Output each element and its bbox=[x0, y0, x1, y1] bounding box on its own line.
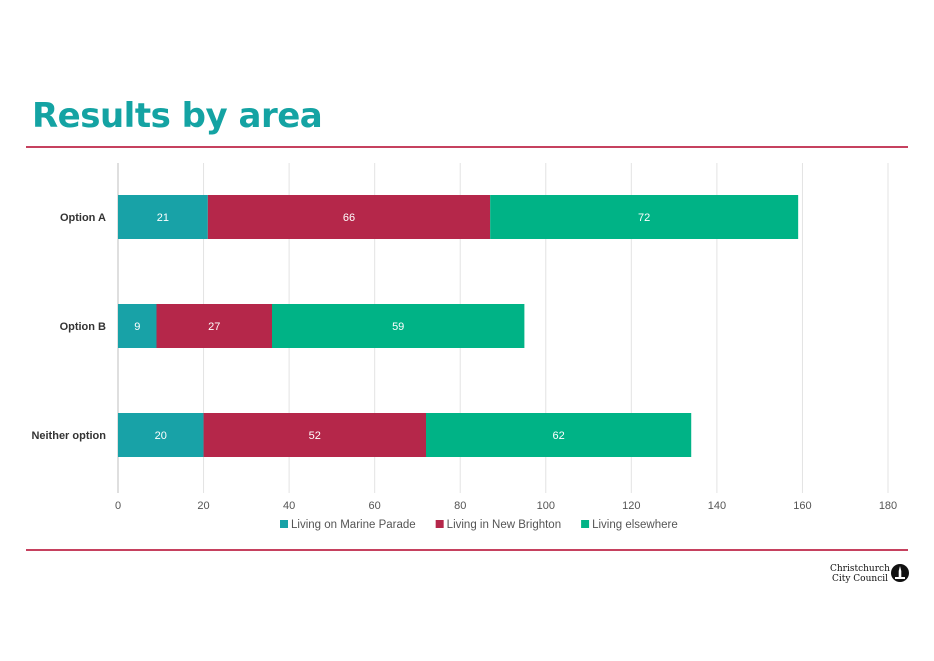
legend-entry: Living elsewhere bbox=[592, 519, 678, 531]
data-label: 9 bbox=[134, 321, 140, 333]
data-label: 21 bbox=[157, 212, 169, 224]
stacked-bar-chart: 0 20 40 60 80 100 120 140 160 180 Option A 21 66 72 Op… bbox=[31, 163, 897, 531]
bar-segment bbox=[490, 195, 799, 239]
x-tick-label: 160 bbox=[793, 500, 811, 512]
page-title: Results by area bbox=[32, 96, 323, 136]
x-tick-label: 20 bbox=[197, 500, 209, 512]
x-tick-label: 180 bbox=[879, 500, 897, 512]
cathedral-icon bbox=[891, 564, 909, 582]
bar-segment bbox=[272, 304, 525, 348]
bar-segment bbox=[118, 413, 204, 457]
legend-entry: Living in New Brighton bbox=[447, 519, 561, 531]
x-tick-label: 60 bbox=[369, 500, 381, 512]
data-label: 20 bbox=[155, 430, 167, 442]
legend-swatch bbox=[581, 520, 590, 528]
top-divider bbox=[26, 146, 908, 148]
legend-swatch bbox=[280, 520, 288, 528]
logo-line-1: Christchurch bbox=[830, 564, 890, 574]
data-label: 62 bbox=[552, 430, 564, 442]
category-label: Option A bbox=[60, 212, 106, 224]
bar-segment bbox=[156, 304, 272, 348]
category-label: Option B bbox=[60, 321, 106, 333]
data-label: 27 bbox=[208, 321, 220, 333]
bottom-divider bbox=[26, 549, 908, 551]
legend-swatch bbox=[435, 520, 444, 528]
x-tick-label: 40 bbox=[283, 500, 295, 512]
x-tick-label: 100 bbox=[537, 500, 555, 512]
data-label: 72 bbox=[638, 212, 650, 224]
logo-wordmark: Christchurch City Council bbox=[830, 564, 890, 584]
data-label: 66 bbox=[343, 212, 355, 224]
bar-segment bbox=[118, 195, 208, 239]
x-tick-label: 120 bbox=[622, 500, 640, 512]
legend-entry: Living on Marine Parade bbox=[291, 519, 416, 531]
x-tick-label: 80 bbox=[454, 500, 466, 512]
council-logo: Christchurch City Council bbox=[830, 562, 910, 586]
bar-segment bbox=[118, 304, 157, 348]
bar-segment bbox=[203, 413, 426, 457]
x-tick-label: 140 bbox=[708, 500, 726, 512]
bar-segment bbox=[426, 413, 692, 457]
data-label: 59 bbox=[392, 321, 404, 333]
data-label: 52 bbox=[309, 430, 321, 442]
category-label: Neither option bbox=[31, 430, 106, 442]
logo-line-2: City Council bbox=[831, 574, 888, 584]
bar-segment bbox=[207, 195, 491, 239]
x-tick-label: 0 bbox=[115, 500, 121, 512]
